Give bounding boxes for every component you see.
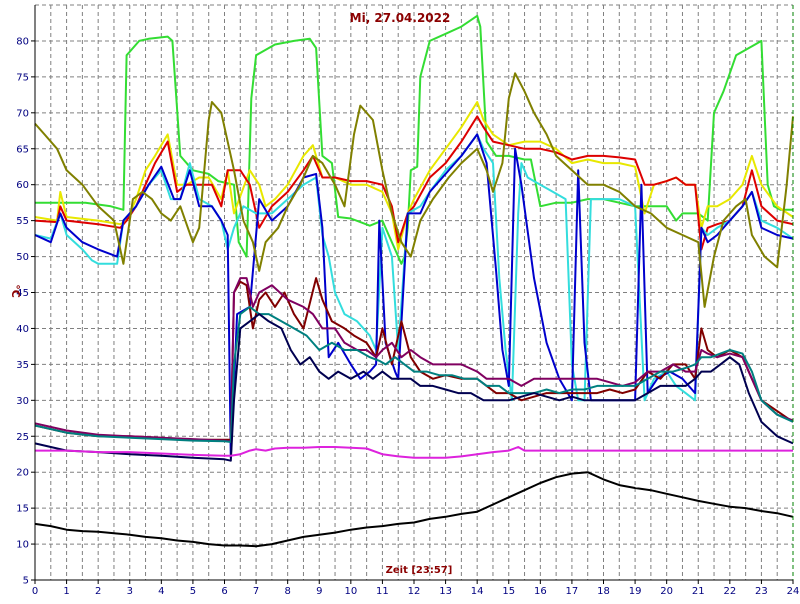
y-tick-label: 5 (23, 576, 29, 587)
y-tick-label: 60 (16, 180, 29, 191)
y-tick-label: 20 (16, 468, 29, 479)
x-tick-label: 3 (127, 586, 133, 597)
x-tick-label: 8 (284, 586, 290, 597)
data-series (34, 14, 794, 548)
y-axis-label: °C (9, 284, 22, 298)
x-tick-label: 0 (32, 586, 38, 597)
x-tick-label: 6 (221, 586, 227, 597)
y-tick-label: 45 (16, 288, 29, 299)
tick-labels: 0 1 2 3 4 5 6 7 8 9 10 11 12 13 14 15 16 17 18 19 20 21 22 23 24… (16, 36, 799, 597)
x-tick-label: 1 (63, 586, 69, 597)
x-tick-label: 7 (253, 586, 259, 597)
x-tick-label: 21 (692, 586, 705, 597)
x-axis-label: Zeit [23:57] (386, 565, 453, 576)
chart-title: Mi, 27.04.2022 (350, 11, 451, 25)
y-tick-label: 30 (16, 396, 29, 407)
x-tick-label: 9 (316, 586, 322, 597)
series-line-11 (35, 446, 793, 459)
series-line-8 (34, 277, 794, 443)
y-tick-label: 65 (16, 144, 29, 155)
x-tick-label: 23 (755, 586, 768, 597)
axes (31, 5, 794, 584)
x-tick-label: 16 (534, 586, 547, 597)
x-tick-label: 4 (158, 586, 164, 597)
x-tick-label: 20 (660, 586, 673, 597)
series-line-7 (34, 277, 794, 441)
y-tick-label: 70 (16, 108, 29, 119)
series-line-9 (34, 305, 794, 443)
x-tick-label: 22 (723, 586, 736, 597)
x-tick-label: 19 (629, 586, 642, 597)
x-tick-label: 12 (408, 586, 421, 597)
series-line-5 (34, 133, 794, 459)
y-tick-label: 15 (16, 504, 29, 515)
y-tick-label: 80 (16, 36, 29, 47)
x-tick-label: 2 (95, 586, 101, 597)
x-tick-label: 15 (502, 586, 515, 597)
x-tick-label: 10 (344, 586, 357, 597)
series-line-6 (34, 72, 794, 308)
x-tick-label: 11 (376, 586, 389, 597)
series-line-12 (34, 471, 794, 548)
y-tick-label: 40 (16, 324, 29, 335)
y-tick-label: 25 (16, 432, 29, 443)
x-tick-label: 24 (787, 586, 800, 597)
y-tick-label: 10 (16, 540, 29, 551)
x-tick-label: 5 (190, 586, 196, 597)
series-line-10 (34, 313, 794, 462)
x-tick-label: 17 (566, 586, 579, 597)
x-tick-label: 18 (597, 586, 610, 597)
y-tick-label: 55 (16, 216, 29, 227)
x-tick-label: 14 (471, 586, 484, 597)
x-tick-label: 13 (439, 586, 452, 597)
y-tick-label: 75 (16, 72, 29, 83)
y-tick-label: 35 (16, 360, 29, 371)
y-tick-label: 50 (16, 252, 29, 263)
